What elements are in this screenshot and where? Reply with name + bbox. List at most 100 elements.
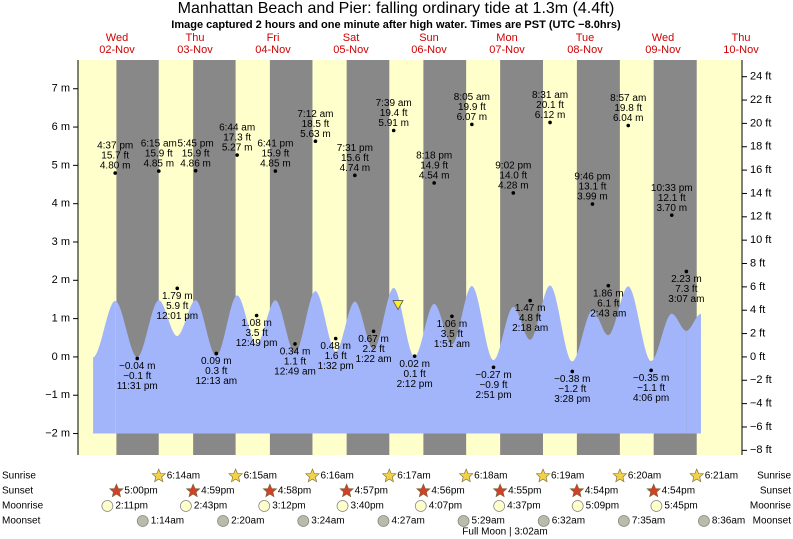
tide-label: 1.6 ft — [325, 351, 347, 362]
sunrise-time: 6:15am — [244, 471, 277, 482]
moonset-icon — [617, 515, 630, 527]
moonset-time: 5:29am — [472, 516, 505, 527]
tide-label: 0.3 ft — [205, 366, 227, 377]
tide-point — [432, 181, 436, 185]
tide-point — [391, 128, 396, 133]
y-tick-label: 5 m — [52, 159, 70, 171]
tide-label: 5.27 m — [222, 143, 253, 154]
row-label-right: Moonrise — [750, 501, 792, 512]
tide-point — [254, 313, 259, 318]
moonrise-time: 3:40pm — [351, 501, 384, 512]
y-tick-label: 1 m — [52, 313, 70, 325]
tide-label: 3:07 am — [668, 294, 704, 305]
tide-point — [570, 369, 575, 374]
y2-tick-label: 14 ft — [750, 187, 771, 199]
moonset-time: 6:32am — [552, 516, 585, 527]
tide-label: 9:02 pm — [495, 161, 531, 172]
tide-label: 1:22 am — [356, 354, 392, 365]
tide-label: 6:41 pm — [257, 139, 293, 150]
tide-label: 0.48 m — [320, 341, 351, 352]
moonset-time: 7:35am — [632, 516, 665, 527]
tide-label: 2.23 m — [671, 274, 702, 285]
row-label-left: Sunrise — [2, 471, 36, 482]
tide-label: 8:57 am — [610, 93, 646, 104]
moonrise-icon — [414, 500, 427, 512]
tide-label: 4.86 m — [180, 158, 211, 169]
day-weekday: Tue — [576, 32, 595, 44]
tide-label: −1.2 ft — [558, 384, 586, 395]
sunset-icon — [108, 483, 124, 498]
day-weekday: Thu — [186, 32, 205, 44]
tide-label: 19.8 ft — [614, 103, 642, 114]
tide-label: 7:39 am — [376, 98, 412, 109]
moonrise-icon — [571, 500, 584, 512]
tide-label: 7:12 am — [297, 109, 333, 120]
sunset-time: 4:54pm — [662, 486, 695, 497]
tide-point — [669, 213, 674, 217]
tide-label: −0.35 m — [633, 373, 669, 384]
day-date: 09-Nov — [645, 44, 681, 56]
tide-point — [353, 173, 357, 178]
row-label-left: Moonrise — [2, 501, 44, 512]
y2-tick-label: −6 ft — [750, 421, 772, 433]
sunrise-time: 6:18am — [474, 471, 507, 482]
sunset-icon — [339, 483, 355, 498]
tide-label: 15.7 ft — [101, 151, 129, 162]
day-date: 06-Nov — [411, 44, 447, 56]
sunset-time: 4:59pm — [201, 486, 234, 497]
tide-label: 7:31 pm — [337, 143, 373, 154]
tide-label: 0.02 m — [399, 359, 430, 370]
y2-tick-label: 12 ft — [750, 211, 771, 223]
moonset-time: 3:24am — [311, 516, 344, 527]
current-level-marker — [392, 300, 404, 311]
y-tick-label: 4 m — [52, 198, 70, 210]
day-weekday: Mon — [496, 32, 517, 44]
tide-label: 6:44 am — [219, 123, 255, 134]
tide-label: 5.63 m — [300, 129, 331, 140]
chart-title: Manhattan Beach and Pier: falling ordina… — [178, 0, 615, 17]
tide-curve — [93, 285, 701, 434]
moonset-time: 2:20am — [231, 516, 264, 527]
sunrise-time: 6:17am — [397, 471, 430, 482]
tide-area — [115, 285, 687, 434]
tide-label: 11:31 pm — [117, 381, 158, 392]
tide-label: −0.04 m — [119, 361, 155, 372]
y2-tick-label: −4 ft — [750, 398, 772, 410]
tide-label: 15.6 ft — [341, 153, 369, 164]
sunset-icon — [262, 483, 278, 498]
moonrise-time: 3:12pm — [272, 501, 305, 512]
y-tick-label: −1 m — [45, 389, 70, 401]
tide-label: 7.3 ft — [675, 284, 697, 295]
tide-label: 4.74 m — [340, 163, 371, 174]
tide-point — [273, 169, 278, 173]
tide-label: 0.09 m — [201, 356, 232, 367]
sunset-icon — [569, 483, 585, 498]
tide-label: 0.1 ft — [404, 369, 426, 380]
moonrise-time: 4:37pm — [507, 501, 540, 512]
y2-tick-label: −8 ft — [750, 444, 772, 456]
moonset-icon — [698, 515, 710, 527]
day-weekday: Wed — [106, 32, 128, 44]
y2-tick-label: −2 ft — [750, 374, 772, 386]
tide-point — [135, 356, 140, 361]
tide-point — [214, 351, 219, 356]
sunrise-icon — [305, 468, 320, 483]
moonrise-time: 5:45pm — [664, 501, 697, 512]
tide-point — [684, 269, 689, 274]
tide-label: 12.1 ft — [658, 193, 686, 204]
sunrise-icon — [458, 468, 474, 483]
tide-label: 18.5 ft — [302, 119, 330, 130]
tide-label: −0.27 m — [475, 370, 511, 381]
moonrise-icon — [179, 500, 192, 512]
tide-point — [450, 314, 454, 319]
tide-point — [235, 153, 239, 157]
tide-label: 5:45 pm — [178, 138, 214, 149]
tide-point — [649, 368, 653, 373]
tide-point — [113, 171, 117, 175]
y2-tick-label: 8 ft — [750, 257, 765, 269]
sunset-time: 4:54pm — [585, 486, 618, 497]
sunset-icon — [415, 483, 431, 498]
day-date: 08-Nov — [567, 44, 603, 56]
day-weekday: Sun — [419, 32, 439, 44]
